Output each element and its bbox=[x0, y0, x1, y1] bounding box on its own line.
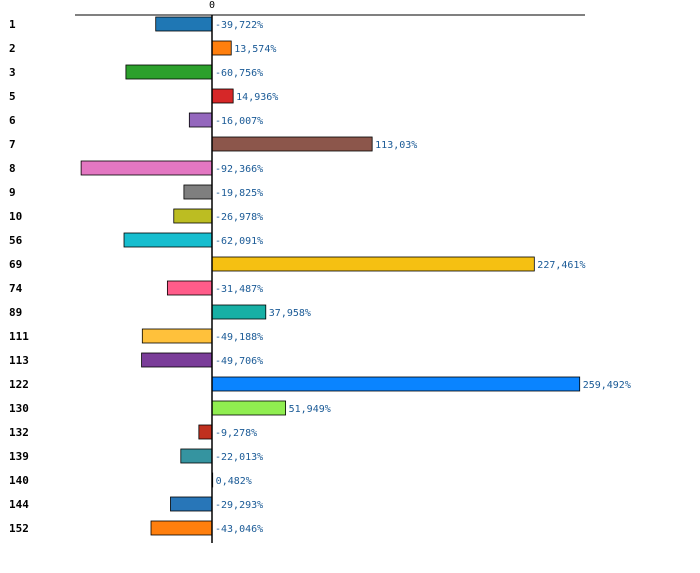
category-label: 6 bbox=[9, 114, 16, 127]
category-label: 9 bbox=[9, 186, 16, 199]
category-label: 139 bbox=[9, 450, 29, 463]
bar bbox=[125, 64, 213, 80]
value-label: -60,756% bbox=[215, 68, 263, 79]
category-label: 113 bbox=[9, 354, 29, 367]
category-label: 69 bbox=[9, 258, 22, 271]
bar bbox=[211, 400, 287, 416]
bar bbox=[141, 328, 213, 344]
value-label: 13,574% bbox=[234, 44, 276, 55]
bar bbox=[123, 232, 213, 248]
category-label: 140 bbox=[9, 474, 29, 487]
value-label: -49,188% bbox=[215, 332, 263, 343]
value-label: -26,978% bbox=[215, 212, 263, 223]
value-label: 0,482% bbox=[216, 476, 252, 487]
value-label: 14,936% bbox=[236, 92, 278, 103]
category-label: 56 bbox=[9, 234, 23, 247]
bar bbox=[211, 256, 535, 272]
category-label: 10 bbox=[9, 210, 22, 223]
bar bbox=[80, 160, 213, 176]
category-label: 3 bbox=[9, 66, 16, 79]
category-label: 74 bbox=[9, 282, 23, 295]
bar bbox=[180, 448, 213, 464]
value-label: -22,013% bbox=[215, 452, 263, 463]
category-label: 8 bbox=[9, 162, 16, 175]
category-label: 111 bbox=[9, 330, 29, 343]
category-label: 2 bbox=[9, 42, 16, 55]
bar bbox=[211, 88, 234, 104]
value-label: 227,461% bbox=[537, 260, 585, 271]
bar bbox=[198, 424, 213, 440]
value-label: -62,091% bbox=[215, 236, 263, 247]
category-label: 144 bbox=[9, 498, 29, 511]
value-label: -92,366% bbox=[215, 164, 263, 175]
zero-tick-label: 0 bbox=[209, 0, 215, 11]
value-label: 51,949% bbox=[289, 404, 331, 415]
value-label: -39,722% bbox=[215, 20, 263, 31]
category-label: 132 bbox=[9, 426, 29, 439]
value-label: -16,007% bbox=[215, 116, 263, 127]
category-label: 5 bbox=[9, 90, 16, 103]
bar bbox=[188, 112, 213, 128]
bar bbox=[173, 208, 213, 224]
value-label: -49,706% bbox=[215, 356, 263, 367]
value-label: -29,293% bbox=[215, 500, 263, 511]
bar bbox=[183, 184, 213, 200]
value-label: -43,046% bbox=[215, 524, 263, 535]
category-label: 1 bbox=[9, 18, 16, 31]
value-label: 259,492% bbox=[583, 380, 631, 391]
bar bbox=[166, 280, 213, 296]
bar bbox=[170, 496, 213, 512]
category-label: 130 bbox=[9, 402, 29, 415]
bar bbox=[211, 40, 232, 56]
bar bbox=[155, 16, 213, 32]
category-label: 7 bbox=[9, 138, 16, 151]
value-label: -31,487% bbox=[215, 284, 263, 295]
value-label: -19,825% bbox=[215, 188, 263, 199]
bar bbox=[141, 352, 213, 368]
bar bbox=[150, 520, 213, 536]
bar bbox=[211, 136, 373, 152]
category-label: 89 bbox=[9, 306, 22, 319]
category-label: 152 bbox=[9, 522, 29, 535]
value-label: 113,03% bbox=[375, 140, 417, 151]
value-label: -9,278% bbox=[215, 428, 257, 439]
bar bbox=[211, 304, 267, 320]
value-label: 37,958% bbox=[269, 308, 311, 319]
bar bbox=[211, 376, 581, 392]
category-label: 122 bbox=[9, 378, 29, 391]
